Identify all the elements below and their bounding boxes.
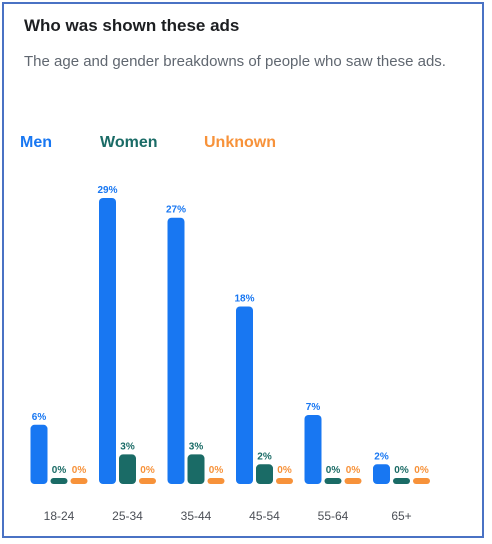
data-label-women-25-34: 3% — [120, 441, 135, 452]
bar-women-65+ — [393, 478, 410, 484]
data-label-men-25-34: 29% — [97, 185, 117, 196]
data-label-unknown-55-64: 0% — [346, 465, 361, 476]
legend-women: Women — [100, 134, 158, 151]
bar-men-18-24 — [30, 424, 48, 484]
data-label-women-65+: 0% — [394, 465, 409, 476]
data-label-women-18-24: 0% — [52, 465, 67, 476]
legend-unknown: Unknown — [204, 134, 276, 151]
data-label-men-65+: 2% — [374, 451, 389, 462]
bar-men-45-54 — [236, 306, 253, 484]
x-tick-18-24: 18-24 — [44, 509, 75, 523]
bar-men-25-34 — [99, 198, 116, 484]
card-subtitle: The age and gender breakdowns of people … — [24, 53, 446, 70]
bar-women-35-44 — [187, 454, 205, 484]
x-tick-55-64: 55-64 — [318, 509, 349, 523]
data-label-unknown-25-34: 0% — [140, 465, 155, 476]
bar-women-45-54 — [256, 464, 273, 484]
data-label-women-35-44: 3% — [189, 441, 204, 452]
data-label-men-45-54: 18% — [234, 294, 254, 305]
bar-men-65+ — [373, 464, 390, 484]
bar-women-18-24 — [50, 478, 68, 484]
bar-unknown-55-64 — [344, 478, 362, 484]
x-tick-65+: 65+ — [391, 509, 411, 523]
bar-unknown-65+ — [413, 478, 430, 484]
bar-women-25-34 — [119, 454, 136, 484]
data-label-women-45-54: 2% — [257, 451, 272, 462]
data-label-unknown-65+: 0% — [414, 465, 429, 476]
data-label-unknown-45-54: 0% — [277, 465, 292, 476]
card-title: Who was shown these ads — [24, 16, 240, 35]
data-label-unknown-35-44: 0% — [209, 465, 224, 476]
bar-men-35-44 — [167, 217, 185, 484]
bar-unknown-25-34 — [139, 478, 156, 484]
x-tick-45-54: 45-54 — [249, 509, 280, 523]
data-label-men-18-24: 6% — [32, 412, 47, 423]
bar-unknown-18-24 — [70, 478, 88, 484]
x-tick-35-44: 35-44 — [181, 509, 212, 523]
bar-unknown-35-44 — [207, 478, 225, 484]
data-label-women-55-64: 0% — [326, 465, 341, 476]
data-label-men-55-64: 7% — [306, 402, 321, 413]
bar-women-55-64 — [324, 478, 342, 484]
data-label-men-35-44: 27% — [166, 205, 186, 216]
x-tick-25-34: 25-34 — [112, 509, 143, 523]
bar-unknown-45-54 — [276, 478, 293, 484]
legend-men: Men — [20, 134, 52, 151]
data-label-unknown-18-24: 0% — [72, 465, 87, 476]
bar-men-55-64 — [304, 415, 322, 484]
